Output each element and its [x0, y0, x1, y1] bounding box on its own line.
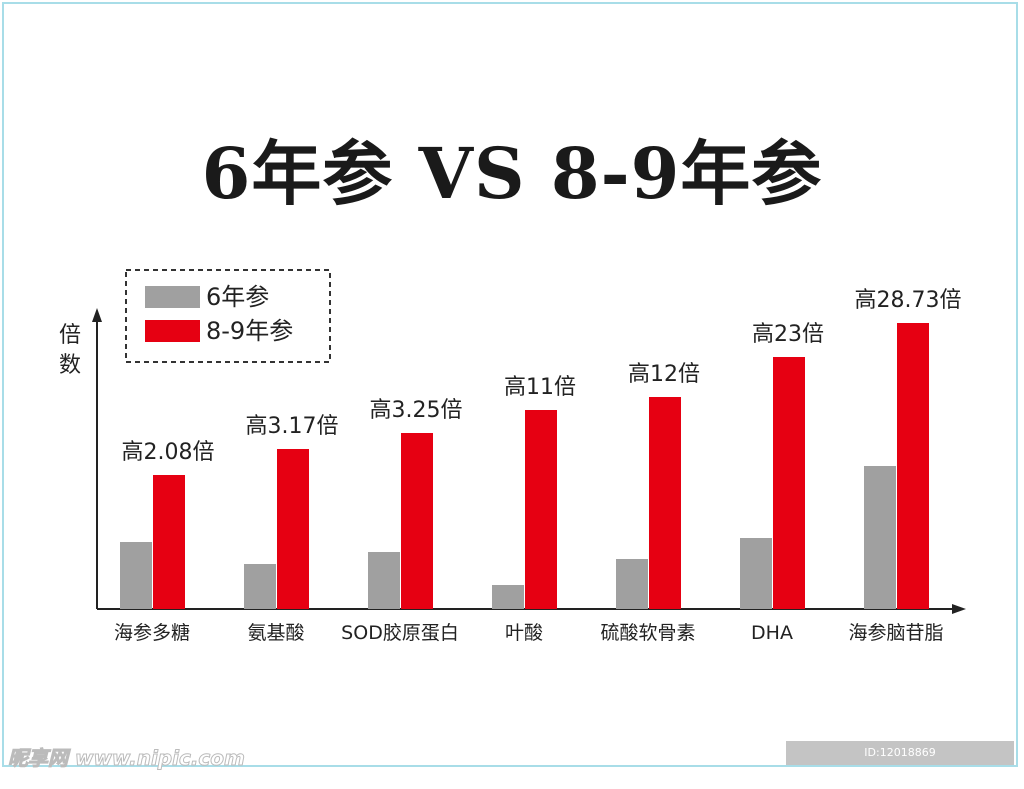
bar-6yr: [740, 538, 772, 609]
y-axis-label: 倍: [59, 323, 81, 348]
bar-6yr: [864, 466, 896, 609]
bar-8-9yr: [649, 397, 681, 609]
watermark-logo: 昵享网 www.nipic.com: [8, 746, 246, 771]
chart-title: 6年参 VS 8-9年参: [201, 132, 823, 215]
data-label: 高11倍: [504, 375, 576, 400]
category-label: 氨基酸: [247, 622, 304, 644]
category-label: 硫酸软骨素: [600, 622, 695, 644]
x-axis-arrow: [952, 604, 966, 614]
bar-8-9yr: [401, 433, 433, 609]
bar-8-9yr: [277, 449, 309, 609]
bar-6yr: [120, 542, 152, 609]
data-label: 高3.17倍: [246, 414, 339, 439]
bar-8-9yr: [153, 475, 185, 609]
data-label: 高12倍: [628, 362, 700, 387]
bar-8-9yr: [897, 323, 929, 609]
data-label: 高23倍: [752, 322, 824, 347]
category-label: 叶酸: [505, 622, 543, 644]
y-axis-arrow: [92, 308, 102, 322]
legend-box: [125, 269, 331, 363]
category-label: 海参脑苷脂: [848, 622, 943, 644]
legend-label: 6年参: [206, 283, 269, 311]
y-axis-label: 数: [59, 353, 81, 378]
data-label: 高2.08倍: [122, 440, 215, 465]
category-label: 海参多糖: [114, 622, 190, 644]
legend-swatch: [145, 286, 200, 308]
image-frame: [2, 2, 1018, 767]
data-label: 高3.25倍: [370, 398, 463, 423]
bar-6yr: [244, 564, 276, 609]
bar-6yr: [368, 552, 400, 609]
bar-6yr: [616, 559, 648, 609]
category-label: DHA: [751, 622, 793, 644]
data-label: 高28.73倍: [855, 288, 962, 313]
category-label: SOD胶原蛋白: [341, 622, 459, 644]
bar-6yr: [492, 585, 524, 609]
legend-label: 8-9年参: [206, 317, 293, 345]
bar-8-9yr: [525, 410, 557, 609]
legend-swatch: [145, 320, 200, 342]
bar-8-9yr: [773, 357, 805, 609]
image-id-badge: ID:12018869 NO:20220225161012315125: [786, 741, 1014, 783]
